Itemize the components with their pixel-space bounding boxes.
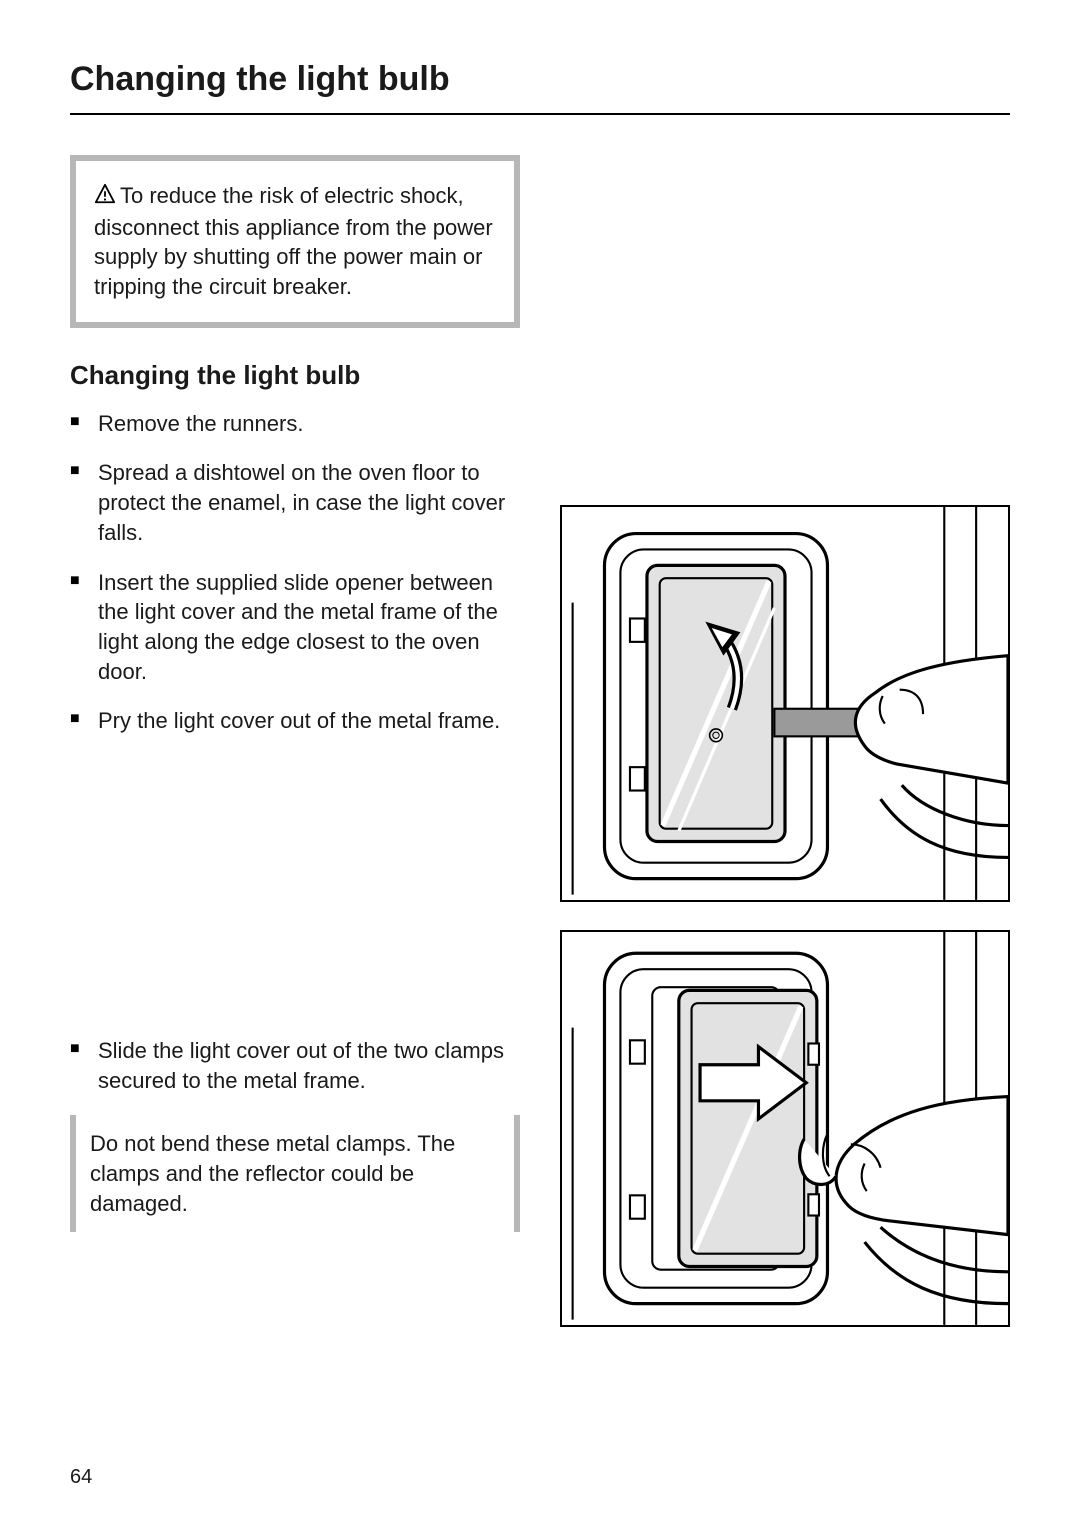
list-item: Remove the runners. xyxy=(70,409,520,439)
list-item: Pry the light cover out of the metal fra… xyxy=(70,706,520,736)
note-box: Do not bend these metal clamps. The clam… xyxy=(70,1115,520,1232)
section-title: Changing the light bulb xyxy=(70,360,520,391)
content-columns: To reduce the risk of electric shock, di… xyxy=(70,155,1010,1355)
figure-pry-cover xyxy=(560,505,1010,902)
list-item: Slide the light cover out of the two cla… xyxy=(70,1036,520,1095)
warning-triangle-icon xyxy=(94,183,116,213)
page-title: Changing the light bulb xyxy=(70,60,1010,115)
list-item: Insert the supplied slide opener between… xyxy=(70,568,520,687)
warning-box: To reduce the risk of electric shock, di… xyxy=(70,155,520,328)
steps-list-b: Slide the light cover out of the two cla… xyxy=(70,1036,520,1095)
steps-list-a: Remove the runners. Spread a dishtowel o… xyxy=(70,409,520,736)
page-number: 64 xyxy=(70,1466,92,1489)
warning-text: To reduce the risk of electric shock, di… xyxy=(94,183,493,299)
left-column: To reduce the risk of electric shock, di… xyxy=(70,155,520,1355)
list-item: Spread a dishtowel on the oven floor to … xyxy=(70,458,520,547)
hand-icon xyxy=(855,656,1008,858)
right-column xyxy=(560,155,1010,1355)
note-text: Do not bend these metal clamps. The clam… xyxy=(90,1131,455,1215)
figure-slide-cover xyxy=(560,930,1010,1327)
